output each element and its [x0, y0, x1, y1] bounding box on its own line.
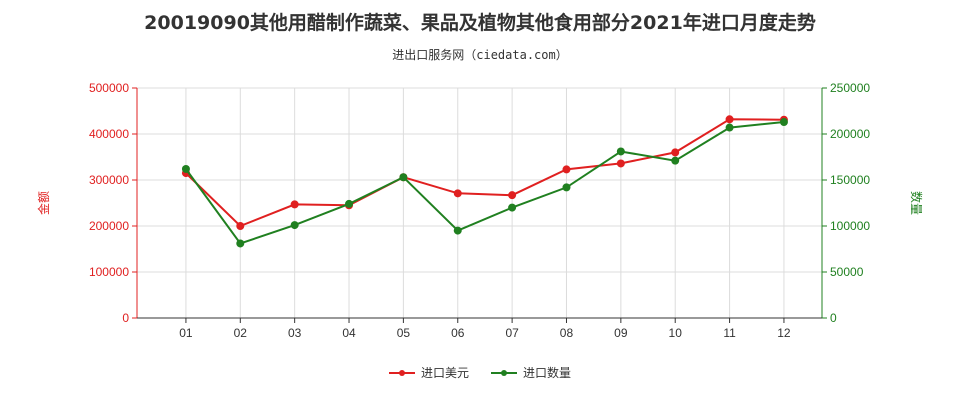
y-right-tick-label: 150000 [830, 173, 870, 187]
x-tick-label: 12 [777, 326, 791, 340]
series-1-point [779, 118, 788, 127]
series-1-point [345, 199, 354, 208]
legend-item-import-quantity[interactable]: 进口数量 [491, 364, 571, 381]
chart-legend: 进口美元 进口数量 [0, 364, 960, 381]
series-1-point [725, 123, 734, 132]
series-0-point [290, 200, 299, 209]
y-left-tick-label: 400000 [89, 127, 129, 141]
series-1-point [181, 164, 190, 173]
x-tick-label: 06 [451, 326, 465, 340]
y-right-axis-title: 数量 [909, 191, 924, 215]
legend-label-import-quantity: 进口数量 [523, 366, 572, 380]
x-tick-label: 02 [234, 326, 248, 340]
series-0-point [453, 189, 462, 198]
series-1-point [562, 183, 571, 192]
y-left-tick-label: 0 [122, 311, 129, 325]
x-tick-label: 01 [179, 326, 193, 340]
x-tick-label: 11 [723, 326, 736, 340]
chart-title: 20019090其他用醋制作蔬菜、果品及植物其他食用部分2021年进口月度走势 [144, 12, 816, 34]
y-left-tick-label: 200000 [89, 219, 129, 233]
x-tick-label: 05 [397, 326, 411, 340]
series-line-1 [185, 121, 785, 245]
series-0-point [562, 165, 571, 174]
x-tick-label: 03 [288, 326, 302, 340]
series-0-point [671, 148, 680, 157]
series-1-point [671, 156, 680, 165]
legend-label-import-usd: 进口美元 [420, 366, 469, 380]
x-tick-label: 04 [342, 326, 356, 340]
series-1-point [453, 226, 462, 235]
legend-swatch-import-quantity [491, 367, 517, 379]
series-0-point [616, 159, 625, 168]
y-right-tick-label: 250000 [830, 81, 870, 95]
y-left-tick-label: 100000 [89, 265, 129, 279]
x-tick-label: 09 [614, 326, 628, 340]
series-0-point [236, 222, 245, 230]
series-line-0 [185, 118, 784, 228]
y-right-tick-label: 200000 [830, 127, 870, 141]
series-1-point [399, 173, 408, 182]
x-tick-label: 10 [669, 326, 683, 340]
series-1-point [290, 221, 299, 230]
series-0-point [508, 191, 517, 200]
y-left-tick-label: 500000 [89, 81, 129, 95]
legend-swatch-import-usd [388, 367, 415, 379]
series-0-point [725, 115, 734, 124]
y-right-tick-label: 50000 [830, 265, 864, 279]
y-left-axis-title: 金额 [36, 191, 51, 215]
chart-subtitle: 进出口服务网（ciedata.com） [392, 48, 568, 62]
legend-item-import-usd[interactable]: 进口美元 [388, 364, 469, 381]
series-1-point [616, 147, 625, 156]
y-right-tick-label: 100000 [830, 219, 870, 233]
series-1-point [236, 239, 245, 248]
y-left-tick-label: 300000 [89, 173, 129, 187]
x-tick-label: 07 [505, 326, 519, 340]
x-tick-label: 08 [560, 326, 574, 340]
series-1-point [508, 203, 517, 212]
y-right-tick-label: 0 [830, 311, 837, 325]
